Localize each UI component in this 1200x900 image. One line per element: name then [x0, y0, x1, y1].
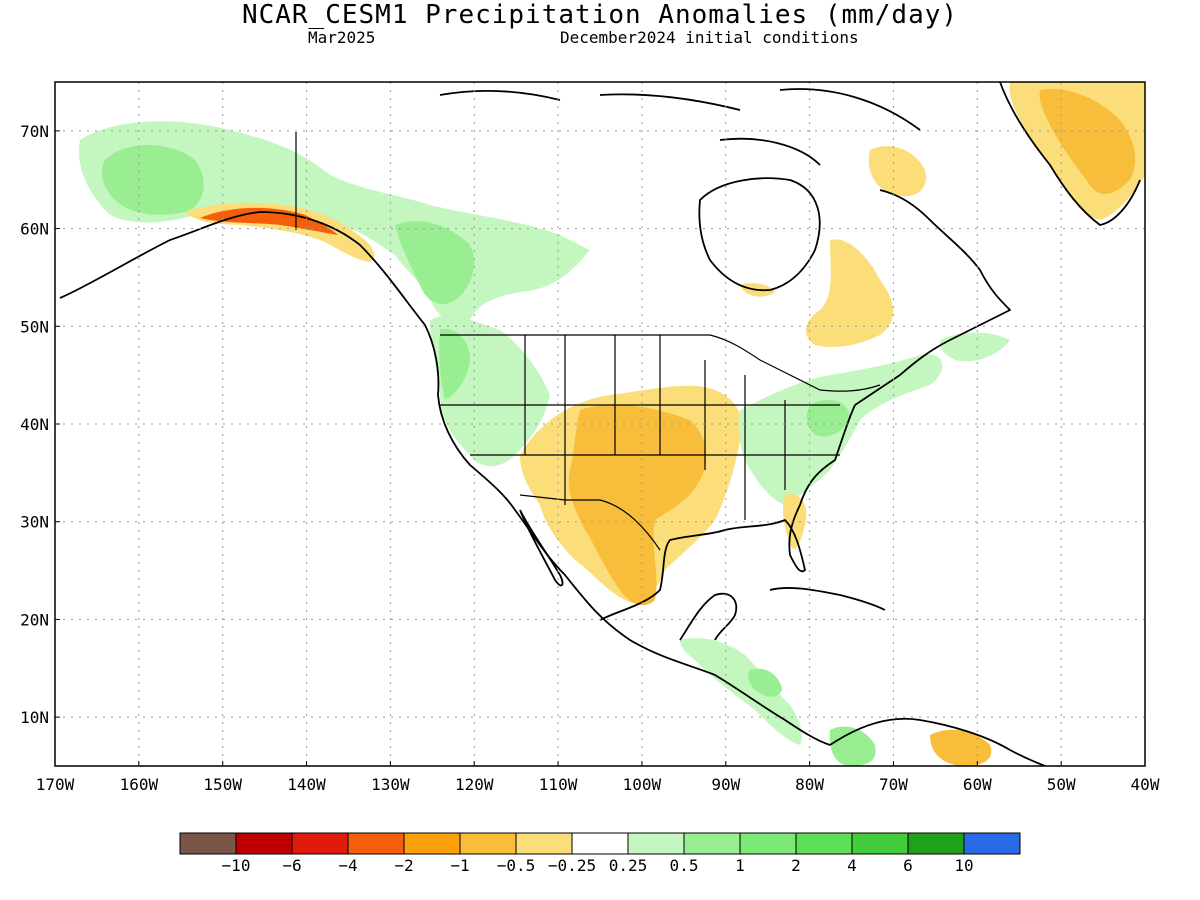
anomaly-venezuela-dry [930, 729, 992, 766]
latitude-axis: 10N 20N 30N 40N 50N 60N 70N [20, 122, 60, 727]
colorbar-swatch [795, 832, 853, 855]
anomaly-mid-atlantic-wet-core [806, 399, 850, 437]
border-us-states [440, 335, 840, 520]
colorbar-label: 0.5 [669, 856, 699, 875]
lon-tick-label: 100W [623, 775, 662, 794]
colorbar [179, 832, 1021, 855]
coastline-south-america [829, 717, 1046, 766]
anomaly-florida-dry [782, 494, 807, 549]
lat-tick-label: 60N [20, 220, 49, 239]
colorbar-label: −0.25 [547, 856, 597, 875]
lon-tick-label: 40W [1131, 775, 1160, 794]
anomaly-colombia-wet [829, 726, 876, 766]
colorbar-swatch [851, 832, 909, 855]
colorbar-label: −1 [450, 856, 470, 875]
lat-tick-label: 40N [20, 415, 49, 434]
anomaly-nova-scotia-wet [939, 332, 1010, 362]
lat-tick-label: 30N [20, 513, 49, 532]
lon-tick-label: 170W [36, 775, 75, 794]
colorbar-label: −0.5 [496, 856, 536, 875]
lon-tick-label: 80W [795, 775, 824, 794]
lon-tick-label: 150W [203, 775, 242, 794]
colorbar-label: −6 [282, 856, 302, 875]
colorbar-label: −10 [221, 856, 251, 875]
lon-tick-label: 120W [455, 775, 494, 794]
anomaly-fields [79, 82, 1145, 766]
anomaly-quebec-dry [805, 239, 894, 347]
colorbar-swatch [571, 832, 629, 855]
coastline-baja [519, 509, 564, 587]
anomaly-northwest-wet [395, 221, 475, 305]
coastline-northeast [854, 189, 1011, 406]
coastline-cuba [769, 587, 886, 611]
colorbar-swatch [627, 832, 685, 855]
colorbar-swatch [683, 832, 741, 855]
lon-tick-label: 140W [287, 775, 326, 794]
colorbar-label: 1 [735, 856, 745, 875]
colorbar-swatch [179, 832, 237, 855]
lon-tick-label: 60W [963, 775, 992, 794]
colorbar-swatch [515, 832, 573, 855]
coastline-arctic-islands [439, 88, 921, 166]
lon-tick-label: 50W [1047, 775, 1076, 794]
colorbar-swatch [403, 832, 461, 855]
lat-tick-label: 70N [20, 122, 49, 141]
initial-conditions-label: December2024 initial conditions [560, 28, 859, 47]
colorbar-swatch [459, 832, 517, 855]
colorbar-label: 10 [954, 856, 974, 875]
lat-tick-label: 50N [20, 317, 49, 336]
graticule [55, 82, 1145, 766]
lat-tick-label: 20N [20, 610, 49, 629]
lat-tick-label: 10N [20, 708, 49, 727]
anomaly-greenland-dry-core [1039, 89, 1136, 195]
colorbar-label: −4 [338, 856, 358, 875]
longitude-axis: 170W 160W 150W 140W 130W 120W 110W 100W 90W 80W 70… [36, 761, 1160, 794]
lon-tick-label: 130W [371, 775, 410, 794]
anomaly-labrador-dry [868, 146, 926, 197]
anomaly-nicaragua-wet-core [747, 668, 782, 697]
political-borders [295, 132, 881, 551]
colorbar-swatch [347, 832, 405, 855]
border-us-canada [440, 334, 881, 392]
lon-tick-label: 90W [711, 775, 740, 794]
colorbar-swatch [963, 832, 1021, 855]
coastline-yucatan [679, 592, 738, 641]
lon-tick-label: 160W [120, 775, 159, 794]
lon-tick-label: 70W [879, 775, 908, 794]
coastline-hudson-bay [698, 177, 821, 292]
colorbar-swatch [739, 832, 797, 855]
colorbar-label: 4 [847, 856, 857, 875]
lon-tick-label: 110W [539, 775, 578, 794]
anomaly-west-coast-wet [439, 329, 470, 400]
colorbar-swatch [907, 832, 965, 855]
valid-month-label: Mar2025 [308, 28, 376, 47]
coastline-north-america [59, 211, 831, 746]
coastline-gulf-coast [599, 404, 856, 621]
colorbar-label: 6 [903, 856, 913, 875]
border-us-mexico [519, 494, 661, 551]
coastlines [59, 82, 1141, 766]
colorbar-swatch [235, 832, 293, 855]
colorbar-label: −2 [394, 856, 414, 875]
anomaly-alaska-wet-core [102, 145, 204, 215]
colorbar-swatch [291, 832, 349, 855]
colorbar-label: 0.25 [608, 856, 648, 875]
colorbar-label: 2 [791, 856, 801, 875]
coastline-greenland [999, 82, 1141, 226]
map-title: NCAR_CESM1 Precipitation Anomalies (mm/d… [241, 0, 959, 30]
